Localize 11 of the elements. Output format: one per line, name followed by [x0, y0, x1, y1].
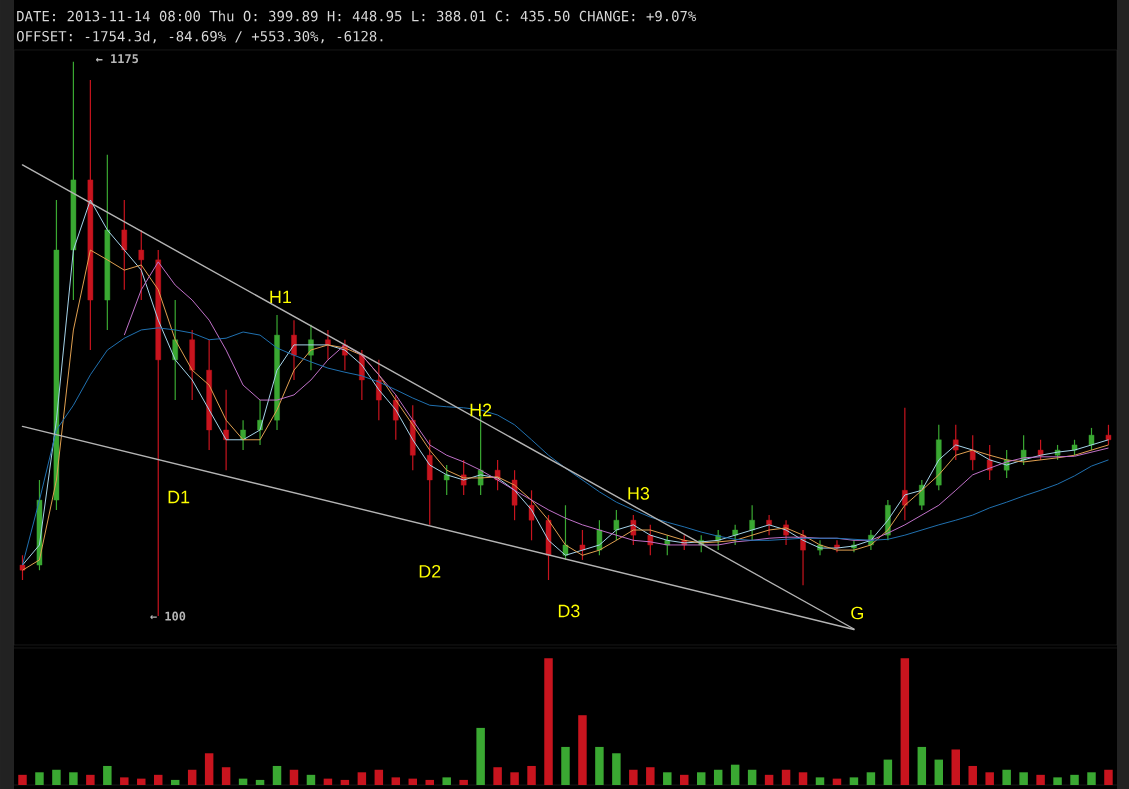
- annotation: H2: [470, 403, 492, 417]
- annotation: H1: [270, 290, 291, 304]
- annotation: D2: [419, 564, 441, 578]
- annotation: D3: [558, 604, 580, 618]
- annotation: ← 100: [150, 611, 186, 621]
- chart-title: DATE: 2013-11-14 08:00 Thu O: 399.89 H: 448.95 L: 388.01 C: 435.50 CHANGE: +9.07%: [17, 10, 697, 22]
- chart-subtitle: OFFSET: -1754.3d, -84.69% / +553.30%, -6128.: [17, 30, 383, 44]
- annotation: D1: [168, 490, 190, 504]
- annotation: ← 1175: [96, 54, 139, 64]
- annotation: G: [851, 606, 863, 620]
- annotation: H3: [628, 487, 650, 500]
